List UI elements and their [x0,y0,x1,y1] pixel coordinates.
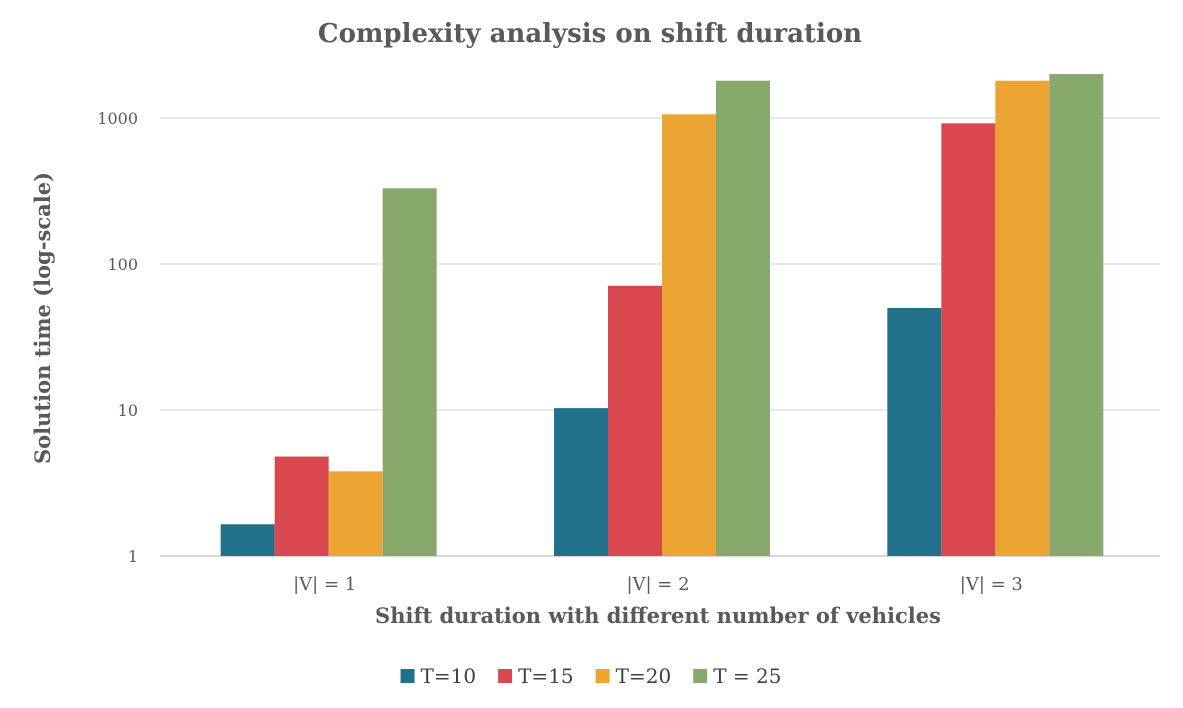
bar-t20-2 [995,80,1050,556]
x-axis-title: Shift duration with different number of … [375,603,941,628]
legend-item: T=20 [595,664,672,688]
bar-t10-2 [887,307,942,556]
bar-t10-0 [220,524,275,556]
legend-label: T=10 [421,664,477,688]
bar-t10-1 [554,408,608,556]
bar-t25-0 [382,188,437,556]
y-tick-label: 1000 [97,109,138,128]
legend-item: T=15 [498,664,574,688]
bar-t15-0 [274,456,329,556]
bar-t20-0 [328,471,383,556]
y-tick-label: 10 [118,401,138,420]
legend-label: T = 25 [713,664,781,688]
x-category-label: |V| = 2 [626,574,689,595]
legend: T=10 T=15 T=20 T = 25 [400,664,781,688]
legend-label: T=15 [518,664,574,688]
y-tick-label: 100 [107,255,138,274]
chart-title: Complexity analysis on shift duration [318,19,862,49]
legend-swatch [693,669,708,683]
legend-item: T=10 [400,664,477,688]
legend-swatch [400,669,415,683]
bar-t25-1 [716,80,770,556]
x-category-label: |V| = 1 [293,574,356,595]
y-axis-ticks: 1 10 100 1000 [97,109,138,566]
legend-label: T=20 [616,664,672,688]
legend-item: T = 25 [693,664,781,688]
y-tick-label: 1 [128,547,138,566]
bars [220,74,1104,556]
x-category-label: |V| = 3 [960,574,1023,595]
x-axis-categories: |V| = 1 |V| = 2 |V| = 3 [293,574,1023,595]
bar-t15-2 [941,123,996,556]
legend-swatch [595,669,610,683]
y-axis-title: Solution time (log-scale) [30,172,55,464]
bar-t25-2 [1049,74,1104,556]
legend-swatch [498,669,513,683]
bar-t20-1 [662,114,716,556]
bar-t15-1 [608,285,662,556]
